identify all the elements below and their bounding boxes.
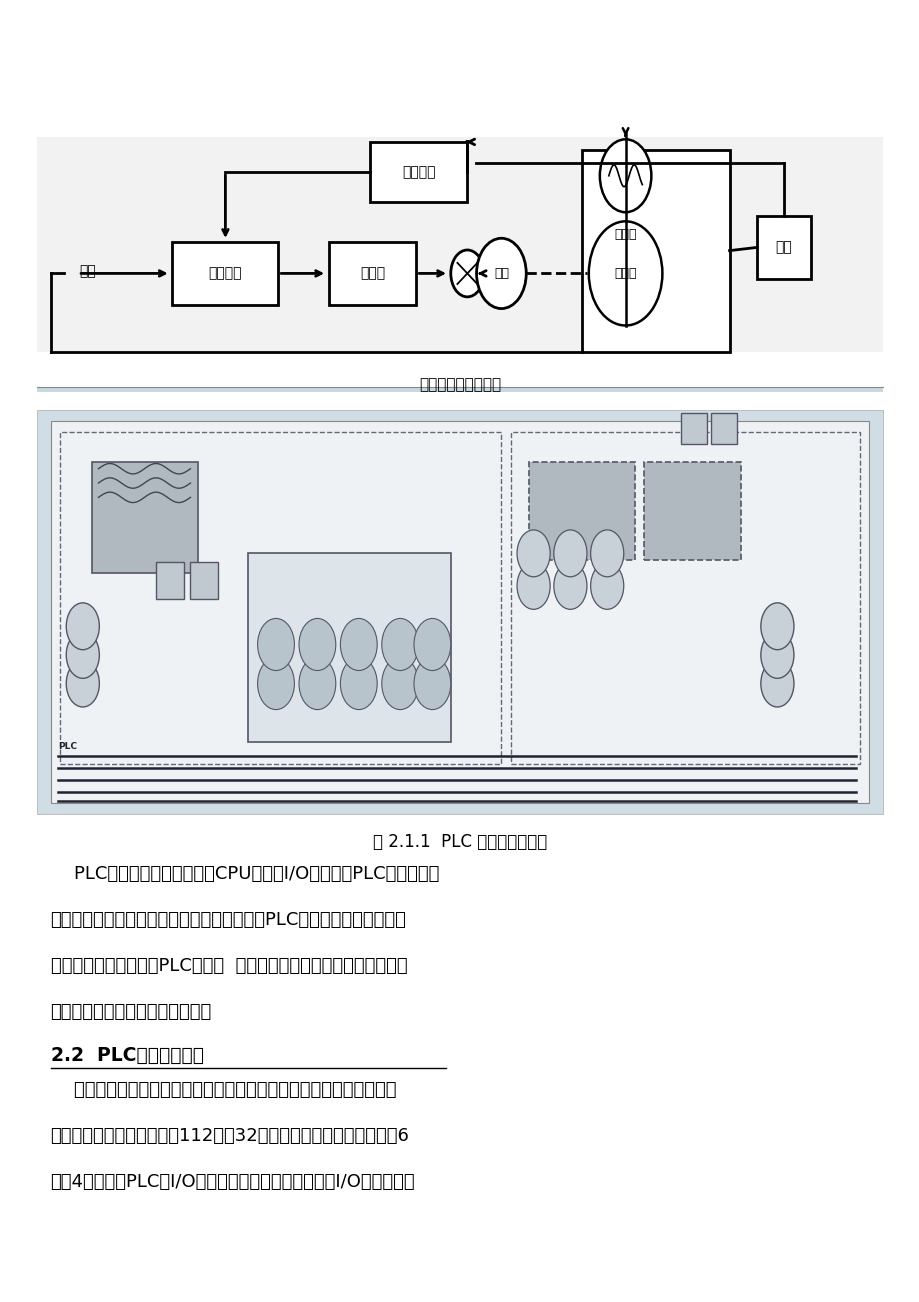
- Circle shape: [340, 618, 377, 671]
- Circle shape: [381, 618, 418, 671]
- Text: 冷冻水: 冷冻水: [614, 267, 636, 280]
- Bar: [680, 413, 706, 444]
- Bar: [190, 562, 218, 599]
- Circle shape: [760, 660, 793, 707]
- Circle shape: [760, 631, 793, 678]
- Bar: [156, 562, 184, 599]
- Circle shape: [590, 562, 623, 609]
- Circle shape: [553, 562, 586, 609]
- Text: 自动化程度高、可进行网络化等。: 自动化程度高、可进行网络化等。: [51, 1003, 211, 1021]
- Text: 用户: 用户: [775, 241, 791, 254]
- Bar: [248, 553, 450, 742]
- Text: 温差反馈: 温差反馈: [402, 165, 435, 178]
- Text: PLC主要是模块式的，包含CPU模块、I/O模块等，PLC一端接传感: PLC主要是模块式的，包含CPU模块、I/O模块等，PLC一端接传感: [51, 865, 438, 883]
- Circle shape: [66, 603, 99, 650]
- Circle shape: [760, 603, 793, 650]
- Circle shape: [66, 660, 99, 707]
- Text: 图 2.1.1  PLC 硬件的基本结构: 图 2.1.1 PLC 硬件的基本结构: [372, 833, 547, 852]
- Circle shape: [599, 139, 651, 212]
- Bar: [173, 242, 278, 305]
- Circle shape: [590, 530, 623, 577]
- Circle shape: [516, 562, 550, 609]
- Bar: [369, 142, 467, 202]
- Text: 温差调节: 温差调节: [209, 267, 242, 280]
- Text: 执行器，执行器动作。PLC相当于  继电器的作用，其好处是可靠性高，: 执行器，执行器动作。PLC相当于 继电器的作用，其好处是可靠性高，: [51, 957, 407, 975]
- Circle shape: [66, 631, 99, 678]
- Bar: [60, 432, 501, 764]
- Text: 冷冻水泵控制方案图: 冷冻水泵控制方案图: [418, 378, 501, 393]
- Circle shape: [414, 658, 450, 710]
- Circle shape: [257, 618, 294, 671]
- Circle shape: [340, 658, 377, 710]
- Bar: [37, 137, 882, 352]
- Bar: [37, 387, 882, 392]
- Circle shape: [553, 530, 586, 577]
- Circle shape: [516, 530, 550, 577]
- Text: 为了满足以上所介绍的空调工艺要求，整个控制系统需要可编程序控: 为了满足以上所介绍的空调工艺要求，整个控制系统需要可编程序控: [51, 1081, 396, 1099]
- Text: 蒸发器: 蒸发器: [614, 228, 636, 241]
- Circle shape: [588, 221, 662, 326]
- Text: 点和4点。根据PLC的I/O原理使用原则，即留出一定的I/O点以做扩展: 点和4点。根据PLC的I/O原理使用原则，即留出一定的I/O点以做扩展: [51, 1173, 414, 1191]
- Bar: [528, 462, 634, 560]
- Text: 制器的输入、输出点分别是112点和32点，其中模拟量输入、输出为6: 制器的输入、输出点分别是112点和32点，其中模拟量输入、输出为6: [51, 1126, 409, 1144]
- Bar: [92, 462, 198, 573]
- Circle shape: [414, 618, 450, 671]
- Bar: [582, 150, 729, 352]
- Text: 器，另一端接执行器，从传感器得到的数据经PLC读、运算等处理下达给: 器，另一端接执行器，从传感器得到的数据经PLC读、运算等处理下达给: [51, 911, 406, 928]
- Bar: [710, 413, 736, 444]
- Text: 设定: 设定: [79, 264, 96, 277]
- Circle shape: [381, 658, 418, 710]
- Text: PLC: PLC: [58, 742, 77, 751]
- Bar: [37, 410, 882, 814]
- Bar: [329, 242, 416, 305]
- Circle shape: [299, 658, 335, 710]
- Bar: [756, 216, 810, 279]
- Circle shape: [450, 250, 483, 297]
- Text: 电机: 电机: [494, 267, 508, 280]
- Bar: [0, 130, 919, 378]
- Bar: [510, 432, 859, 764]
- Circle shape: [476, 238, 526, 309]
- Bar: [643, 462, 740, 560]
- Circle shape: [299, 618, 335, 671]
- Text: 变频器: 变频器: [359, 267, 385, 280]
- Bar: [51, 421, 868, 803]
- Text: 2.2  PLC的选型及设置: 2.2 PLC的选型及设置: [51, 1046, 203, 1065]
- Circle shape: [257, 658, 294, 710]
